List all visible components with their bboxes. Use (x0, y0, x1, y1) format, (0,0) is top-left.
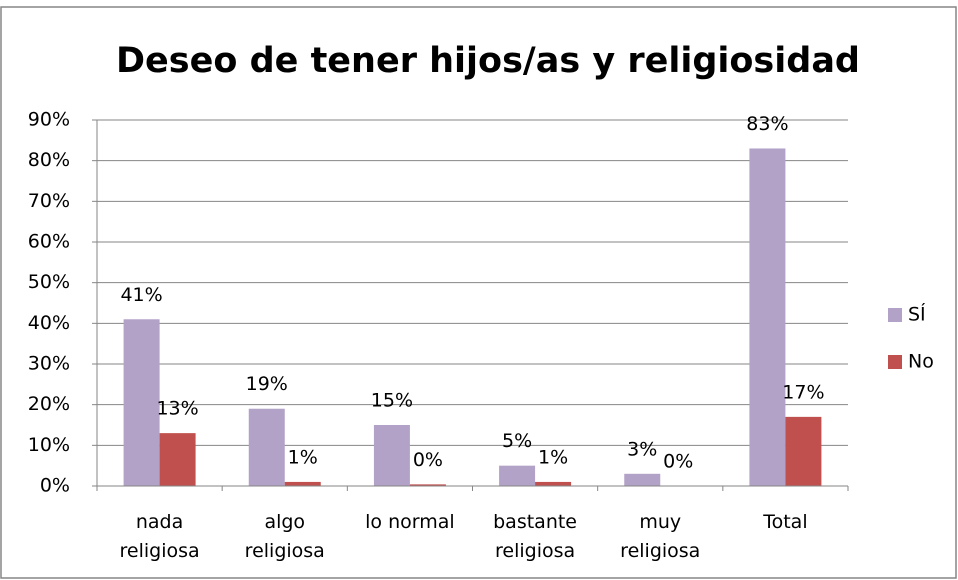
bar (624, 473, 661, 486)
bar (749, 148, 786, 486)
x-tick-label: muy religiosa (620, 511, 700, 562)
legend-label: SÍ (908, 303, 926, 326)
y-tick-label: 40% (28, 312, 70, 334)
data-label: 1% (288, 446, 318, 468)
y-tick-label: 50% (28, 271, 70, 293)
data-label: 1% (538, 446, 568, 468)
x-tick-label: bastante religiosa (493, 511, 577, 562)
y-tick-label: 80% (28, 149, 70, 171)
bar (535, 481, 572, 486)
data-label: 15% (371, 390, 413, 412)
bar (409, 484, 446, 486)
x-tick-label: nada religiosa (120, 511, 200, 562)
data-label: 83% (746, 113, 788, 135)
bar (284, 481, 321, 486)
legend-swatch (888, 308, 902, 322)
x-tick-label: Total (762, 511, 807, 533)
data-label: 3% (627, 438, 657, 460)
chart-title: Deseo de tener hijos/as y religiosidad (116, 41, 860, 81)
data-label: 19% (246, 373, 288, 395)
legend-swatch (888, 355, 902, 369)
data-label: 41% (120, 284, 162, 306)
data-label: 17% (782, 381, 824, 403)
x-tick-label: lo normal (365, 511, 455, 533)
y-tick-label: 60% (28, 231, 70, 253)
bar (373, 425, 410, 486)
y-tick-label: 20% (28, 393, 70, 415)
bar (123, 319, 160, 486)
legend-label: No (908, 351, 934, 373)
data-label: 13% (156, 398, 198, 420)
bar (159, 433, 196, 486)
data-label: 5% (502, 430, 532, 452)
bar (785, 416, 822, 486)
x-tick-label: algo religiosa (245, 511, 325, 562)
y-tick-label: 90% (28, 109, 70, 131)
data-label: 0% (663, 451, 693, 473)
y-tick-label: 70% (28, 190, 70, 212)
y-tick-label: 30% (28, 353, 70, 375)
y-tick-label: 10% (28, 434, 70, 456)
data-label: 0% (413, 449, 443, 471)
bar (499, 465, 536, 486)
bar (248, 408, 285, 486)
y-tick-label: 0% (40, 475, 70, 497)
